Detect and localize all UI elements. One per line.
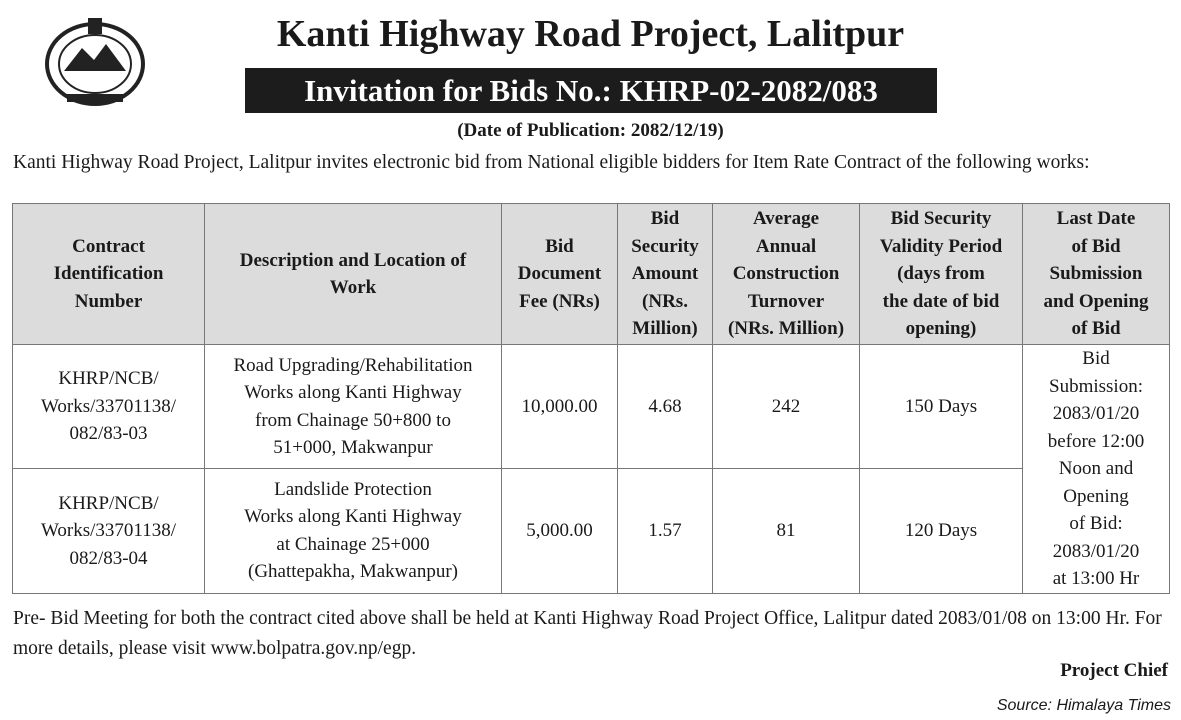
column-header: Description and Location of Work	[204, 203, 502, 345]
emblem	[45, 18, 145, 106]
table-cell: Road Upgrading/Rehabilitation Works alon…	[204, 343, 502, 470]
column-header: Bid Document Fee (NRs)	[501, 203, 618, 345]
table-cell: 150 Days	[859, 343, 1023, 470]
table-cell: 1.57	[617, 468, 713, 594]
intro: Kanti Highway Road Project, Lalitpur inv…	[13, 152, 1090, 173]
column-header: Bid Security Validity Period (days from …	[859, 203, 1023, 345]
table-cell: 5,000.00	[501, 468, 618, 594]
column-header: Last Date of Bid Submission and Opening …	[1022, 203, 1170, 345]
table-cell: 120 Days	[859, 468, 1023, 594]
table-cell: Bid Submission: 2083/01/20 before 12:00 …	[1022, 344, 1170, 594]
bid-table: Contract Identification Number Descriptio…	[12, 203, 1170, 594]
table-cell: 81	[712, 468, 860, 594]
subtitle: Invitation for Bids No.: KHRP-02-2082/08…	[245, 68, 937, 113]
table-cell: 4.68	[617, 343, 713, 470]
table-cell: KHRP/NCB/ Works/33701138/ 082/83-03	[12, 343, 205, 470]
signature: Project Chief	[1060, 660, 1168, 681]
title: Kanti Highway Road Project, Lalitpur	[276, 13, 905, 55]
column-header: Average Annual Construction Turnover (NR…	[712, 203, 860, 345]
table-cell: 10,000.00	[501, 343, 618, 470]
table-cell: 242	[712, 343, 860, 470]
table-cell: Landslide Protection Works along Kanti H…	[204, 468, 502, 594]
column-header: Bid Security Amount (NRs. Million)	[617, 203, 713, 345]
source: Source: Himalaya Times	[996, 697, 1171, 714]
publication-date: (Date of Publication: 2082/12/19)	[457, 120, 724, 141]
table-cell: KHRP/NCB/ Works/33701138/ 082/83-04	[12, 468, 205, 594]
column-header: Contract Identification Number	[12, 203, 205, 345]
note: Pre- Bid Meeting for both the contract c…	[13, 608, 1162, 659]
